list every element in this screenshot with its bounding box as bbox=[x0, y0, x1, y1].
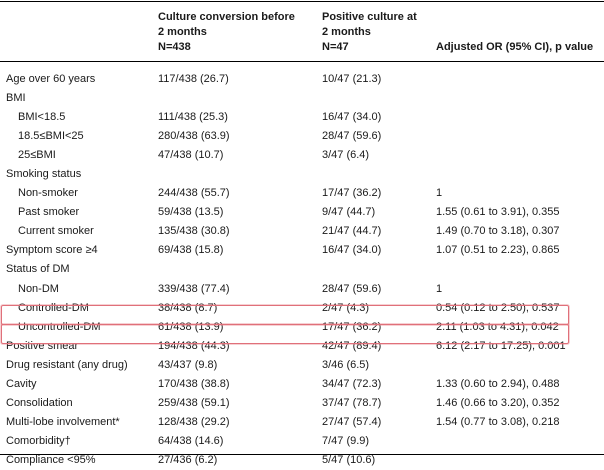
table-bottom-rule bbox=[0, 454, 604, 455]
row-conversion: 43/437 (9.8) bbox=[158, 358, 218, 371]
table-row: Cavity 170/438 (38.8) 34/47 (72.3) 1.33 (0.… bbox=[0, 375, 604, 394]
row-label: Current smoker bbox=[18, 225, 94, 238]
row-conversion: 259/438 (59.1) bbox=[158, 396, 230, 409]
row-label: 25≤BMI bbox=[18, 149, 56, 162]
row-label: Uncontrolled-DM bbox=[18, 320, 101, 333]
row-positive: 16/47 (34.0) bbox=[322, 111, 382, 124]
row-or: 1 bbox=[436, 187, 443, 200]
row-conversion: 128/438 (29.2) bbox=[158, 415, 230, 428]
row-positive: 3/46 (6.5) bbox=[322, 358, 370, 371]
row-positive: 21/47 (44.7) bbox=[322, 225, 382, 238]
row-conversion: 61/438 (13.9) bbox=[158, 320, 224, 333]
table-row: Multi-lobe involvement* 128/438 (29.2) 27/… bbox=[0, 413, 604, 432]
row-conversion: 280/438 (63.9) bbox=[158, 130, 230, 143]
table-row: Consolidation 259/438 (59.1) 37/47 (78.7) 1… bbox=[0, 394, 604, 413]
row-or: 1.33 (0.60 to 2.94), 0.488 bbox=[436, 377, 560, 390]
row-positive: 28/47 (59.6) bbox=[322, 282, 382, 295]
row-conversion: 170/438 (38.8) bbox=[158, 377, 230, 390]
row-label: Cavity bbox=[6, 377, 37, 390]
table-row: Symptom score ≥4 69/438 (15.8) 16/47 (34.0… bbox=[0, 241, 604, 260]
table-row: Smoking status bbox=[0, 165, 604, 184]
row-or: 2.11 (1.03 to 4.31), 0.042 bbox=[436, 320, 559, 333]
row-label: BMI<18.5 bbox=[18, 111, 66, 124]
row-positive: 3/47 (6.4) bbox=[322, 149, 370, 162]
row-or: 1.54 (0.77 to 3.08), 0.218 bbox=[436, 415, 560, 428]
row-positive: 10/47 (21.3) bbox=[322, 73, 382, 85]
table-row: Current smoker 135/438 (30.8) 21/47 (44.7)… bbox=[0, 222, 604, 241]
row-or: 1.46 (0.66 to 3.20), 0.352 bbox=[436, 396, 560, 409]
table-row: 18.5≤BMI<25 280/438 (63.9) 28/47 (59.6) bbox=[0, 127, 604, 146]
row-positive: 27/47 (57.4) bbox=[322, 415, 382, 428]
row-conversion: 38/438 (8.7) bbox=[158, 301, 218, 314]
row-positive: 17/47 (36.2) bbox=[322, 187, 382, 200]
row-or: 1.07 (0.51 to 2.23), 0.865 bbox=[436, 244, 560, 257]
row-label: Symptom score ≥4 bbox=[6, 244, 98, 257]
table-row: Non-smoker 244/438 (55.7) 17/47 (36.2) 1 bbox=[0, 184, 604, 203]
header-col2-line3: N=47 bbox=[322, 41, 349, 53]
row-label: 18.5≤BMI<25 bbox=[18, 130, 84, 143]
row-conversion: 135/438 (30.8) bbox=[158, 225, 230, 238]
row-positive: 7/47 (9.9) bbox=[322, 434, 370, 447]
header-col1-line1: Culture conversion before bbox=[158, 11, 295, 23]
row-positive: 17/47 (36.2) bbox=[322, 320, 382, 333]
table-top-rule bbox=[0, 1, 604, 2]
row-conversion: 59/438 (13.5) bbox=[158, 206, 224, 219]
row-label: Non-DM bbox=[18, 282, 59, 295]
row-label: Status of DM bbox=[6, 263, 70, 276]
row-or: 1.49 (0.70 to 3.18), 0.307 bbox=[436, 225, 560, 238]
row-conversion: 111/438 (25.3) bbox=[158, 111, 228, 124]
table-row: Positive smear 194/438 (44.3) 42/47 (89.4)… bbox=[0, 337, 604, 356]
table-row: Comorbidity† 64/438 (14.6) 7/47 (9.9) bbox=[0, 432, 604, 451]
row-label: Drug resistant (any drug) bbox=[6, 358, 128, 371]
header-positive-culture: Positive culture at 2 months N=47 bbox=[322, 10, 432, 55]
header-col1-line2: 2 months bbox=[158, 26, 207, 38]
row-or: 1 bbox=[436, 282, 443, 295]
table-row: BMI<18.5 111/438 (25.3) 16/47 (34.0) bbox=[0, 108, 604, 127]
row-or: 1.55 (0.61 to 3.91), 0.355 bbox=[436, 206, 560, 219]
table-body: Age over 60 years 117/438 (26.7) 10/47 (21… bbox=[0, 70, 604, 470]
row-conversion: 47/438 (10.7) bbox=[158, 149, 224, 162]
row-label: Controlled-DM bbox=[18, 301, 89, 314]
header-adjusted-or: Adjusted OR (95% CI), p value bbox=[436, 41, 594, 53]
header-col2-line1: Positive culture at bbox=[322, 11, 417, 23]
row-positive: 2/47 (4.3) bbox=[322, 301, 370, 314]
row-label: Age over 60 years bbox=[6, 73, 96, 85]
header-culture-conversion: Culture conversion before 2 months N=438 bbox=[158, 10, 318, 55]
table-row: Non-DM 339/438 (77.4) 28/47 (59.6) 1 bbox=[0, 280, 604, 299]
row-positive: 34/47 (72.3) bbox=[322, 377, 382, 390]
row-positive: 16/47 (34.0) bbox=[322, 244, 382, 257]
table-row: Past smoker 59/438 (13.5) 9/47 (44.7) 1.55 … bbox=[0, 203, 604, 222]
row-label: Smoking status bbox=[6, 168, 82, 181]
row-label: Multi-lobe involvement* bbox=[6, 415, 120, 428]
row-positive: 9/47 (44.7) bbox=[322, 206, 376, 219]
table-row: BMI bbox=[0, 89, 604, 108]
row-conversion: 339/438 (77.4) bbox=[158, 282, 230, 295]
header-col1-line3: N=438 bbox=[158, 41, 191, 53]
row-label: Comorbidity† bbox=[6, 434, 71, 447]
table-row: Uncontrolled-DM 61/438 (13.9) 17/47 (36.2)… bbox=[0, 318, 604, 337]
row-conversion: 244/438 (55.7) bbox=[158, 187, 230, 200]
table-row: Age over 60 years 117/438 (26.7) 10/47 (21… bbox=[0, 70, 604, 89]
row-conversion: 69/438 (15.8) bbox=[158, 244, 224, 257]
row-conversion: 64/438 (14.6) bbox=[158, 434, 224, 447]
row-or: 0.54 (0.12 to 2.50), 0.537 bbox=[436, 301, 560, 314]
row-label: Past smoker bbox=[18, 206, 80, 219]
row-or: 6.12 (2.17 to 17.25), 0.001 bbox=[436, 339, 566, 352]
table-row: Drug resistant (any drug) 43/437 (9.8) 3/4… bbox=[0, 356, 604, 375]
table-row: Status of DM bbox=[0, 260, 604, 279]
table-row: Controlled-DM 38/438 (8.7) 2/47 (4.3) 0.54 … bbox=[0, 299, 604, 318]
row-label: BMI bbox=[6, 92, 26, 105]
row-label: Positive smear bbox=[6, 339, 79, 352]
table-row: 25≤BMI 47/438 (10.7) 3/47 (6.4) bbox=[0, 146, 604, 165]
row-positive: 28/47 (59.6) bbox=[322, 130, 382, 143]
row-positive: 37/47 (78.7) bbox=[322, 396, 382, 409]
header-col2-line2: 2 months bbox=[322, 26, 371, 38]
row-conversion: 117/438 (26.7) bbox=[158, 73, 229, 85]
row-conversion: 194/438 (44.3) bbox=[158, 339, 230, 352]
row-label: Consolidation bbox=[6, 396, 73, 409]
row-label: Non-smoker bbox=[18, 187, 78, 200]
header-rule bbox=[0, 61, 604, 62]
row-positive: 42/47 (89.4) bbox=[322, 339, 382, 352]
